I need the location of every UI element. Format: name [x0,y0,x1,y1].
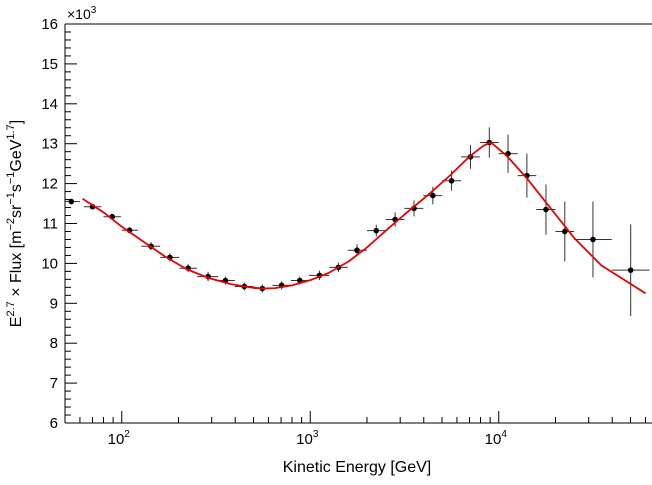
data-point [385,212,405,227]
y-tick-label: 15 [41,56,58,73]
data-point [574,201,612,278]
data-point [404,200,424,217]
data-marker [430,192,436,199]
data-marker [590,236,596,243]
data-marker [627,267,634,273]
x-tick-label: 103 [296,429,319,448]
axes: 6 7 8 9 10 11 12 13 14 15 16 102 103 104 [41,16,652,448]
data-marker [68,198,75,205]
data-point [498,134,518,173]
y-tick-label: 6 [50,415,58,432]
y-tick-label: 9 [50,295,58,312]
y-tick-label: 14 [41,96,58,113]
data-point [442,170,462,191]
data-point [555,201,575,262]
data-point [611,224,650,317]
data-point [366,224,386,237]
data-marker [561,228,568,235]
data-point [65,198,80,205]
x-tick-label: 104 [485,429,508,448]
y-tick-label: 7 [50,375,58,392]
data-point [179,264,198,273]
y-tick-label: 13 [41,136,58,153]
fit-curve-layer [82,141,646,295]
fit-curve [82,141,646,295]
y-tick-label: 12 [41,176,58,193]
data-marker [543,206,549,213]
y-tick-label: 16 [41,16,58,33]
axis-labels: ×103 Kinetic Energy [GeV] E2.7 × Flux [m… [5,5,431,476]
x-tick-label: 102 [108,429,131,448]
data-point [517,153,537,198]
data-marker [448,178,455,184]
data-marker [373,227,380,234]
y-tick-label: 11 [42,216,58,233]
y-multiplier-label: ×103 [67,5,97,22]
y-tick-label: 10 [41,255,58,272]
y-axis-label: E2.7 × Flux [m−2sr−1s−1GeV1.7] [5,120,25,327]
data-marker [354,247,360,254]
x-axis-label: Kinetic Energy [GeV] [283,459,432,476]
y-tick-label: 8 [50,335,58,352]
